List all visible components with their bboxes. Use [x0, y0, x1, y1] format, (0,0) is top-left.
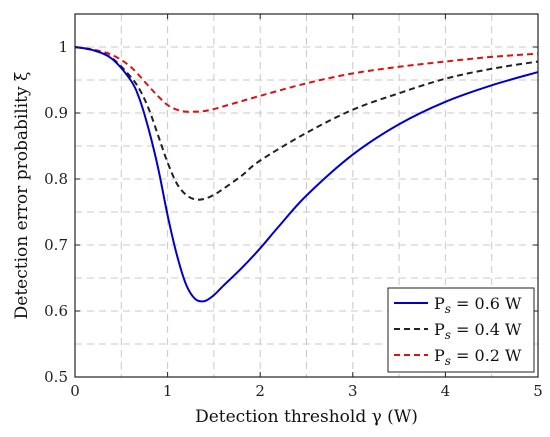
legend-entries: Ps = 0.6 WPs = 0.4 WPs = 0.2 W — [394, 294, 522, 368]
legend-label: Ps = 0.4 W — [434, 320, 522, 342]
legend-label-base: P — [434, 320, 445, 339]
legend: Ps = 0.6 WPs = 0.4 WPs = 0.2 W — [387, 287, 535, 373]
y-tick-label: 0.9 — [44, 104, 68, 122]
legend-label-base: P — [434, 346, 445, 365]
plot-frame — [74, 13, 539, 378]
y-tick-label: 1 — [58, 38, 68, 56]
x-tick-label: 2 — [255, 382, 265, 400]
legend-label-sub: s — [445, 328, 451, 342]
ticks — [74, 14, 539, 378]
x-tick-label: 1 — [163, 382, 173, 400]
y-tick-label: 0.6 — [44, 302, 68, 320]
series-layer — [74, 46, 539, 303]
x-tick-label: 5 — [533, 382, 543, 400]
legend-label-sub: s — [445, 354, 451, 368]
series-line-1 — [74, 46, 539, 303]
legend-label-rest: = 0.4 W — [451, 320, 522, 339]
legend-label-rest: = 0.2 W — [451, 346, 522, 365]
y-tick-label: 0.7 — [44, 236, 68, 254]
y-axis-label: Detection error probability ξ — [12, 72, 32, 320]
legend-label-base: P — [434, 294, 445, 313]
x-tick-label: 4 — [441, 382, 451, 400]
tick-labels: 0 1 2 3 4 5 0.5 0.6 0.7 0.8 0.9 1 — [44, 38, 543, 400]
series-line-2 — [74, 46, 539, 201]
y-tick-label: 0.5 — [44, 368, 68, 386]
x-tick-label: 3 — [348, 382, 358, 400]
x-tick-label: 0 — [70, 382, 80, 400]
legend-label-sub: s — [445, 302, 451, 316]
legend-label: Ps = 0.6 W — [434, 294, 522, 316]
y-tick-label: 0.8 — [44, 170, 68, 188]
legend-label-rest: = 0.6 W — [451, 294, 522, 313]
legend-label: Ps = 0.2 W — [434, 346, 522, 368]
x-axis-label: Detection threshold γ (W) — [195, 407, 418, 427]
series-line-3 — [74, 46, 539, 113]
